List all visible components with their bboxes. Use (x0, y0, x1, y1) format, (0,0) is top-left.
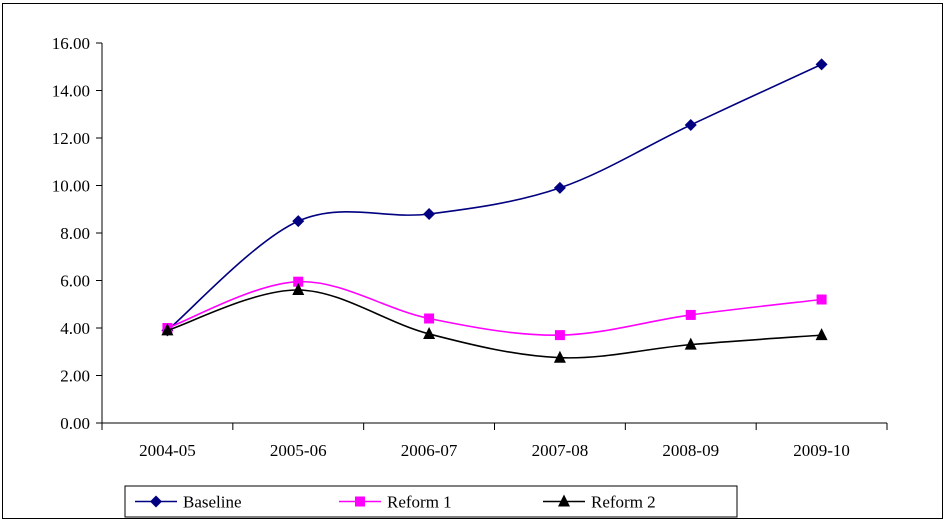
legend-item: Reform 2 (543, 493, 656, 512)
data-point (292, 215, 305, 228)
x-tick-label: 2004-05 (139, 441, 196, 460)
data-point (423, 208, 436, 220)
data-point (684, 337, 697, 350)
data-point (684, 118, 697, 131)
legend-label: Baseline (183, 493, 242, 512)
data-point (292, 283, 305, 295)
y-tick-label: 6.00 (60, 272, 90, 291)
data-point (161, 323, 174, 336)
data-point (293, 276, 304, 287)
x-tick-label: 2007-08 (532, 441, 589, 460)
series-line (166, 63, 822, 331)
x-tick-label: 2006-07 (401, 441, 458, 460)
data-point (553, 181, 566, 194)
y-tick-label: 0.00 (60, 414, 90, 433)
series-reform-2 (161, 283, 828, 363)
legend-label: Reform 1 (387, 493, 452, 512)
y-tick-label: 4.00 (60, 319, 90, 338)
data-point (815, 328, 828, 341)
x-tick-label: 2008-09 (662, 441, 719, 460)
data-point (815, 58, 828, 71)
legend-label: Reform 2 (591, 493, 656, 512)
legend-item: Baseline (135, 493, 242, 512)
chart-frame (2, 3, 943, 519)
y-tick-label: 8.00 (60, 224, 90, 243)
y-tick-label: 16.00 (52, 34, 90, 53)
data-point (816, 294, 827, 305)
data-point (423, 326, 436, 339)
series-line (167, 289, 822, 359)
series-layer (161, 58, 828, 363)
legend-box (124, 485, 738, 518)
axes: 0.00 2.00 4.00 6.00 8.00 10.00 12.00 14.00 16.00… (52, 34, 888, 460)
legend: Baseline Reform 1 Reform 2 (124, 485, 738, 518)
y-tick-label: 12.00 (52, 129, 90, 148)
series-reform-1 (162, 276, 827, 341)
x-tick-label: 2005-06 (270, 441, 327, 460)
legend-marker (558, 494, 570, 507)
y-tick-label: 2.00 (60, 367, 90, 386)
x-tick-label: 2009-10 (793, 441, 850, 460)
legend-item: Reform 1 (339, 493, 452, 512)
series-line (167, 280, 822, 336)
data-point (553, 350, 566, 363)
y-tick-label: 14.00 (52, 82, 90, 101)
legend-marker (150, 495, 162, 508)
data-point (424, 313, 435, 324)
y-tick-label: 10.00 (52, 177, 90, 196)
data-point (685, 309, 696, 320)
legend-marker (355, 496, 365, 507)
data-point (554, 330, 565, 341)
